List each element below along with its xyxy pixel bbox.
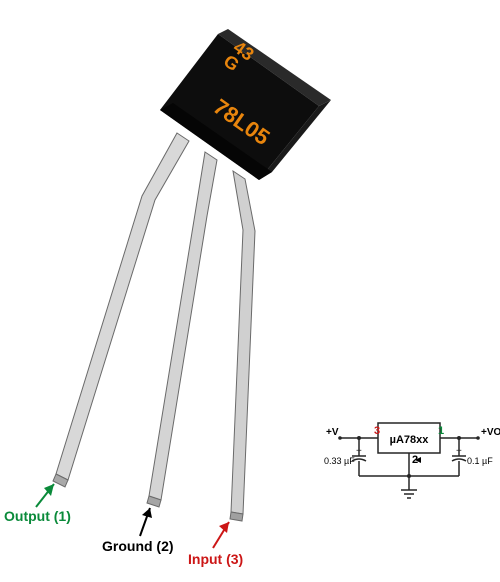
schematic: µA78xx + + 3 1 2: [324, 423, 500, 498]
schematic-c1: 0.33 µF: [324, 456, 355, 466]
schematic-pin3: 3: [374, 425, 380, 437]
label-ground: Ground (2): [102, 538, 174, 554]
leads: [53, 133, 255, 521]
schematic-pin1: 1: [438, 425, 444, 437]
label-input: Input (3): [188, 551, 243, 567]
svg-text:+: +: [356, 446, 362, 457]
schematic-vin: +V: [326, 427, 339, 438]
diagram-canvas: 43 G 78L05 µA78xx: [0, 0, 500, 582]
schematic-vout: +VO: [481, 427, 500, 438]
schematic-chip-label: µA78xx: [390, 434, 430, 446]
svg-text:+: +: [456, 446, 462, 457]
schematic-c2: 0.1 µF: [467, 456, 493, 466]
label-output: Output (1): [4, 508, 71, 524]
